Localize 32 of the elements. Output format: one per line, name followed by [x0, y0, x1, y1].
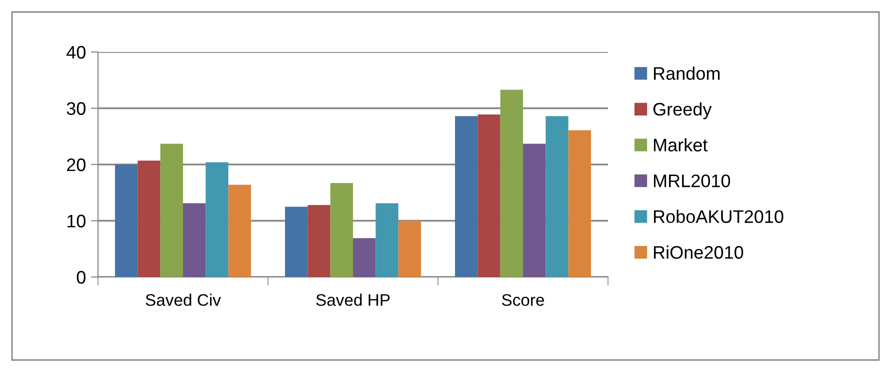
bar	[455, 116, 478, 277]
bar	[353, 238, 376, 277]
y-tick-label: 0	[76, 270, 86, 284]
bar	[115, 164, 138, 277]
legend-label: Random	[654, 66, 720, 80]
bar	[398, 220, 421, 277]
legend-label: RoboAKUT2010	[654, 210, 784, 224]
bar	[308, 205, 330, 277]
bar	[376, 203, 398, 277]
legend-label: RiOne2010	[654, 246, 744, 259]
y-tick-label: 40	[66, 46, 86, 59]
x-tick-label: Score	[502, 294, 544, 306]
bar	[478, 114, 500, 277]
bar	[285, 206, 308, 277]
bar	[228, 184, 251, 277]
bar	[568, 130, 591, 277]
bar	[500, 90, 523, 277]
bar	[330, 183, 353, 277]
legend-label: MRL2010	[654, 174, 730, 188]
bar	[546, 116, 568, 277]
bar	[138, 160, 160, 277]
y-tick-label: 30	[66, 102, 86, 115]
x-tick-label: Saved HP	[316, 294, 390, 306]
bar	[183, 203, 206, 277]
bar	[206, 162, 228, 277]
x-tick-label: Saved Civ	[146, 294, 221, 306]
y-tick-label: 20	[67, 158, 86, 172]
legend-label: Market	[654, 138, 708, 152]
bar	[160, 144, 183, 277]
y-tick-label: 10	[67, 214, 86, 228]
bar	[523, 144, 546, 277]
legend-label: Greedy	[653, 102, 712, 120]
